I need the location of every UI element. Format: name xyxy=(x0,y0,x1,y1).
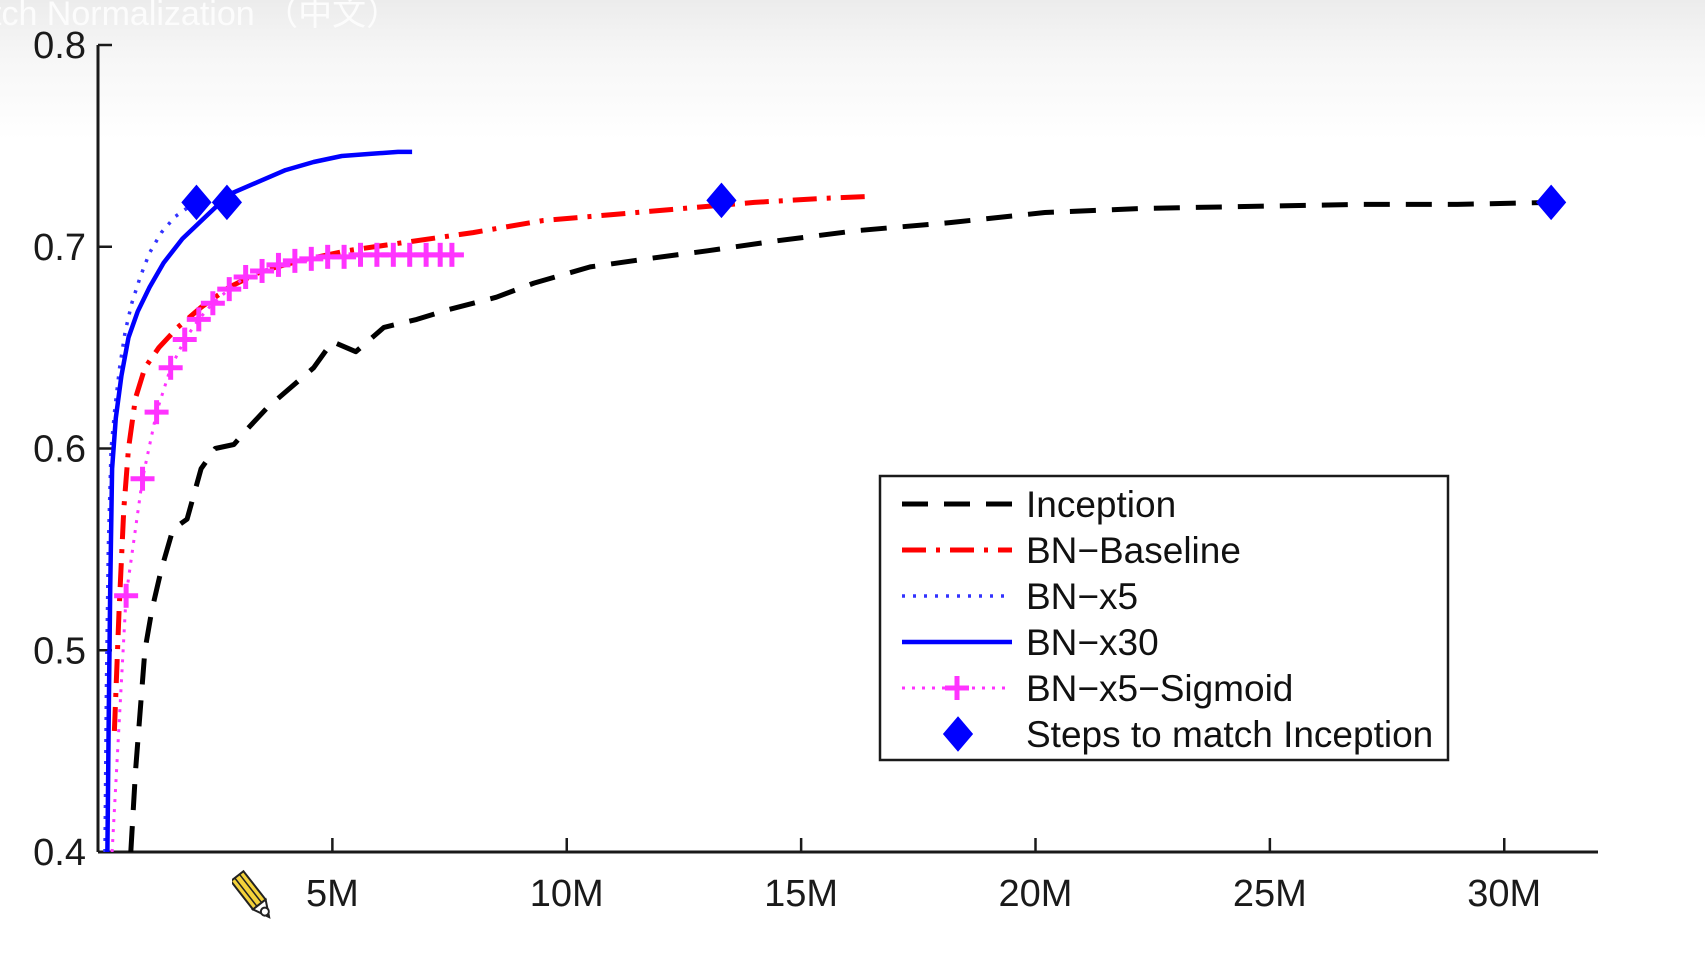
markers-layer xyxy=(181,182,1567,221)
legend-label: BN−x5 xyxy=(1026,576,1138,617)
legend-label: BN−Baseline xyxy=(1026,530,1241,571)
x-tick-label: 15M xyxy=(764,873,838,915)
series-layer xyxy=(103,149,1552,852)
x-tick-label: 30M xyxy=(1467,873,1541,915)
series-point-bn-x5-sigmoid xyxy=(114,583,139,608)
y-tick-label: 0.8 xyxy=(33,25,86,67)
y-tick-label: 0.5 xyxy=(33,630,86,672)
y-tick-label: 0.6 xyxy=(33,429,86,471)
legend-sample xyxy=(902,676,1012,700)
x-tick-label: 5M xyxy=(306,873,359,915)
x-tick-label: 10M xyxy=(530,873,604,915)
legend-sample xyxy=(942,716,974,752)
window-header-text: tch Normalization （中文） xyxy=(0,0,401,33)
legend-label: Inception xyxy=(1026,484,1176,525)
series-point-bn-x5-sigmoid xyxy=(130,466,155,491)
series-point-bn-x5-sigmoid xyxy=(172,327,197,352)
y-tick-label: 0.7 xyxy=(33,227,86,269)
series-point-bn-x5-sigmoid xyxy=(266,252,291,277)
legend: Inception BN−Baseline BN−x5 BN−x30 BN−x5−Sig… xyxy=(878,474,1450,762)
axes: 0.4 0.5 0.6 0.7 0.8 5M 10M 15M 20M 25M 30M xyxy=(33,25,1598,915)
series-line-bn-x30 xyxy=(105,149,413,852)
series-point-bn-x5-sigmoid xyxy=(158,355,183,380)
legend-label: BN−x30 xyxy=(1026,622,1159,663)
legend-label: Steps to match Inception xyxy=(1026,714,1433,755)
series-point-bn-x5-sigmoid xyxy=(186,307,211,332)
x-tick-label: 20M xyxy=(999,873,1073,915)
series-point-bn-x5-sigmoid xyxy=(200,291,225,316)
series-line-bn-baseline xyxy=(111,193,872,732)
series-point-bn-x5-sigmoid xyxy=(233,265,258,290)
series-line-bn-x5 xyxy=(103,204,191,852)
legend-box xyxy=(878,474,1450,762)
series-point-bn-x5-sigmoid xyxy=(439,242,464,267)
match-inception-diamond-marker xyxy=(181,184,212,221)
series-point-bn-x5-sigmoid xyxy=(144,400,169,425)
legend-label: BN−x5−Sigmoid xyxy=(1026,668,1293,709)
series-point-bn-x5-sigmoid xyxy=(217,277,242,302)
match-inception-diamond-marker xyxy=(1536,184,1567,221)
pencil-cursor-icon xyxy=(232,869,271,919)
x-tick-label: 25M xyxy=(1233,873,1307,915)
series-point-bn-x5-sigmoid xyxy=(250,258,275,283)
match-inception-diamond-marker xyxy=(211,184,243,221)
series-line-inception xyxy=(128,199,1552,852)
match-inception-diamond-marker xyxy=(706,182,737,219)
y-tick-label: 0.4 xyxy=(33,832,86,874)
